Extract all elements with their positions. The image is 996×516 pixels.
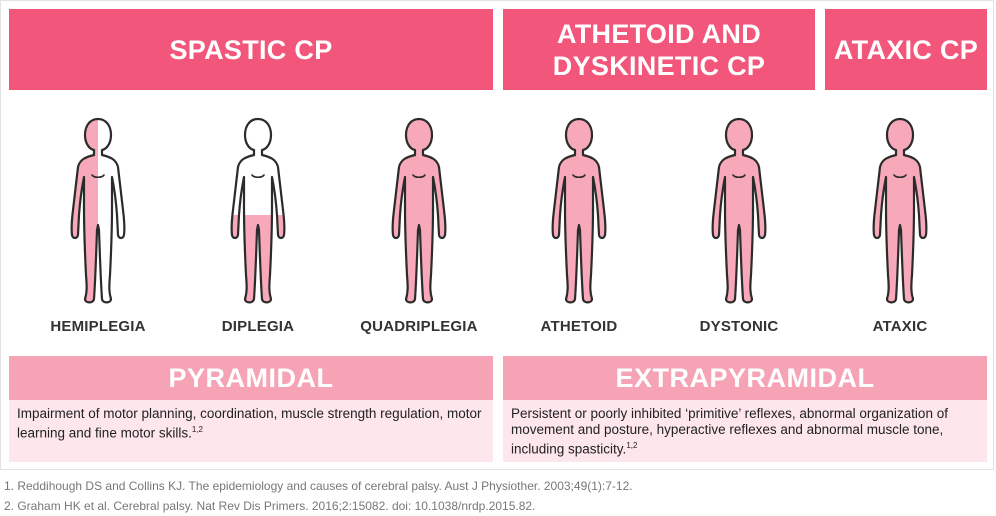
label-quadriplegia: QUADRIPLEGIA: [360, 318, 478, 335]
body-shape: [231, 119, 285, 303]
figure-hemiplegia: [66, 115, 130, 305]
pyramidal-title: PYRAMIDAL: [168, 362, 334, 393]
body-outline: [711, 117, 767, 304]
body-shape: [392, 119, 446, 303]
pyramidal-description: Impairment of motor planning, coordinati…: [9, 400, 493, 462]
affected-area: [71, 119, 98, 303]
body-detail-line: [893, 174, 907, 179]
figure-diplegia: [226, 115, 290, 305]
body-outline: [230, 117, 286, 304]
body-detail-line: [251, 174, 265, 179]
body-outline: [551, 117, 607, 304]
human-figure-icon: [70, 117, 126, 304]
header-ataxic-cp: ATAXIC CP: [825, 9, 987, 90]
body-outline: [70, 117, 126, 304]
human-figure-icon: [872, 117, 928, 304]
extrapyramidal-title: EXTRAPYRAMIDAL: [615, 362, 875, 393]
figure-athetoid: [547, 115, 611, 305]
figure-quadriplegia: [387, 115, 451, 305]
body-shape: [712, 119, 766, 303]
infographic-frame: [0, 0, 994, 470]
body-outline: [872, 117, 928, 304]
body-detail-line: [572, 174, 586, 179]
label-diplegia: DIPLEGIA: [221, 318, 295, 335]
body-shape: [873, 119, 927, 303]
reference-2: 2. Graham HK et al. Cerebral palsy. Nat …: [4, 499, 536, 513]
extrapyramidal-reference-marker: 1,2: [626, 441, 638, 450]
human-figure-icon: [230, 117, 286, 304]
extrapyramidal-description: Persistent or poorly inhibited ‘primitiv…: [503, 400, 987, 462]
body-shape: [552, 119, 606, 303]
body-outline: [391, 117, 447, 304]
header-spastic-cp: SPASTIC CP: [9, 9, 493, 90]
body-detail-line: [91, 174, 105, 179]
reference-1: 1. Reddihough DS and Collins KJ. The epi…: [4, 479, 633, 493]
pyramidal-band: PYRAMIDAL: [9, 356, 493, 400]
figure-dystonic: [707, 115, 771, 305]
header-athetoid-dyskinetic-cp: ATHETOID AND DYSKINETIC CP: [503, 9, 815, 90]
pyramidal-reference-marker: 1,2: [191, 425, 203, 434]
body-detail-line: [412, 174, 426, 179]
references: 1. Reddihough DS and Collins KJ. The epi…: [4, 476, 633, 516]
body-detail-line: [732, 174, 746, 179]
figure-ataxic: [868, 115, 932, 305]
label-ataxic: ATAXIC: [872, 318, 928, 335]
extrapyramidal-band: EXTRAPYRAMIDAL: [503, 356, 987, 400]
human-figure-icon: [711, 117, 767, 304]
human-figure-icon: [551, 117, 607, 304]
label-hemiplegia: HEMIPLEGIA: [50, 318, 146, 335]
label-athetoid: ATHETOID: [540, 318, 618, 335]
human-figure-icon: [391, 117, 447, 304]
label-dystonic: DYSTONIC: [699, 318, 779, 335]
